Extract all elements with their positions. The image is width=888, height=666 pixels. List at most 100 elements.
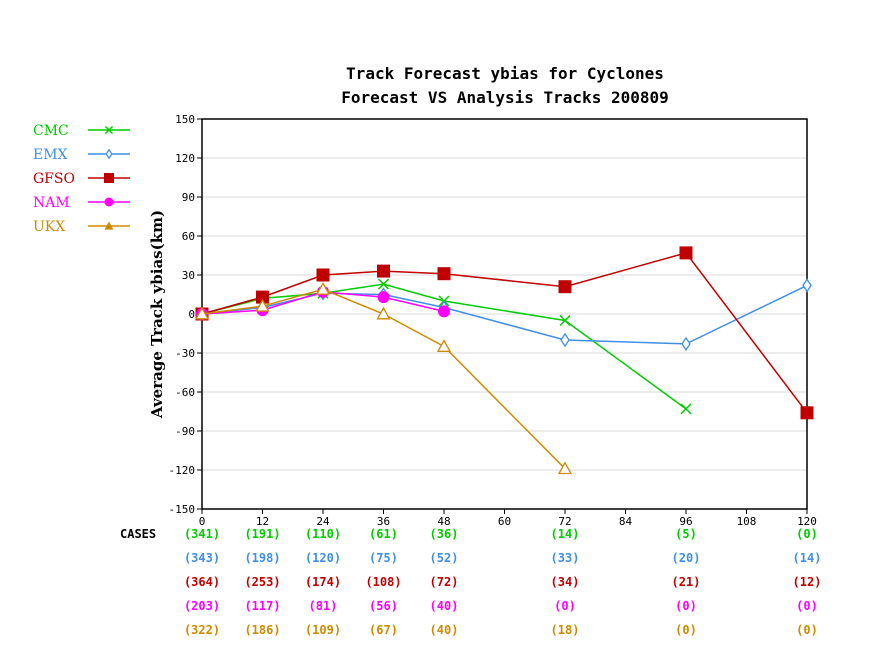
cases-table: (341) (191) (110) (61) (36) (14) (5) (0) (343) (1… — [184, 527, 822, 637]
y-tick-label: -30 — [175, 347, 195, 360]
y-tick-label: -90 — [175, 425, 195, 438]
data-point-gfso — [800, 406, 814, 420]
case-count-nam: (40) — [430, 599, 459, 613]
marker-stroke — [680, 403, 692, 415]
x-tick-label: 120 — [797, 515, 817, 528]
legend-marker-nam — [104, 197, 114, 207]
data-point-ukx — [315, 281, 331, 295]
case-count-cmc: (0) — [796, 527, 818, 541]
marker-stroke — [559, 314, 571, 327]
case-count-emx: (20) — [672, 551, 701, 565]
legend-marker-emx — [105, 148, 113, 160]
case-count-cmc: (5) — [675, 527, 697, 541]
case-count-ukx: (186) — [244, 623, 280, 637]
case-count-nam: (0) — [554, 599, 576, 613]
x-tick-label: 0 — [199, 515, 206, 528]
y-tick-label: 30 — [182, 269, 195, 282]
y-tick-label: 120 — [175, 152, 195, 165]
data-point-cmc — [377, 278, 390, 290]
case-count-emx: (52) — [430, 551, 459, 565]
cases-label: CASES — [120, 527, 156, 541]
data-point-gfso — [437, 267, 451, 281]
data-point-ukx — [194, 306, 210, 320]
case-count-ukx: (0) — [675, 623, 697, 637]
x-tick-label: 12 — [256, 515, 269, 528]
case-count-ukx: (18) — [551, 623, 580, 637]
case-count-gfso: (21) — [672, 575, 701, 589]
legend-label-gfso: GFSO — [33, 171, 75, 187]
series-line-ukx — [201, 288, 566, 470]
chart-title: Track Forecast ybias for Cyclones — [346, 64, 664, 83]
data-point-emx — [560, 332, 570, 348]
x-tick-label: 60 — [498, 515, 511, 528]
case-count-gfso: (253) — [244, 575, 280, 589]
case-count-cmc: (61) — [369, 527, 398, 541]
y-tick-label: 150 — [175, 113, 195, 126]
y-tick-label: 60 — [182, 230, 195, 243]
data-point-ukx — [255, 298, 270, 312]
case-count-emx: (14) — [793, 551, 822, 565]
x-tick-label: 48 — [437, 515, 450, 528]
x-tick-label: 36 — [377, 515, 390, 528]
data-point-nam — [377, 291, 390, 304]
data-point-gfso — [256, 290, 269, 304]
data-point-emx — [681, 336, 691, 352]
data-point-cmc — [559, 314, 571, 327]
case-count-cmc: (191) — [244, 527, 280, 541]
case-count-cmc: (14) — [551, 527, 580, 541]
case-count-emx: (33) — [551, 551, 580, 565]
case-count-ukx: (322) — [184, 623, 220, 637]
y-axis-label: Average Track ybias(km) — [148, 210, 166, 419]
case-count-nam: (56) — [369, 599, 398, 613]
data-point-gfso — [679, 246, 693, 260]
data-point-nam — [438, 305, 450, 318]
case-count-nam: (0) — [675, 599, 697, 613]
x-tick-label: 72 — [558, 515, 571, 528]
data-point-gfso — [316, 268, 330, 282]
case-count-gfso: (364) — [184, 575, 220, 589]
y-tick-label: 0 — [188, 308, 195, 321]
grid — [202, 157, 807, 471]
case-count-ukx: (67) — [369, 623, 398, 637]
case-count-gfso: (12) — [793, 575, 822, 589]
series-line-emx — [201, 284, 808, 345]
case-count-cmc: (36) — [430, 527, 459, 541]
case-count-gfso: (108) — [365, 575, 401, 589]
legend-marker-cmc — [104, 125, 114, 135]
case-count-gfso: (34) — [551, 575, 580, 589]
case-count-nam: (0) — [796, 599, 818, 613]
data-point-cmc — [680, 403, 692, 415]
x-tick-label: 108 — [737, 515, 757, 528]
case-count-nam: (117) — [244, 599, 280, 613]
case-count-ukx: (0) — [796, 623, 818, 637]
case-count-gfso: (174) — [305, 575, 341, 589]
y-tick-label: -60 — [175, 386, 195, 399]
legend-label-nam: NAM — [33, 195, 70, 211]
case-count-nam: (203) — [184, 599, 220, 613]
data-point-ukx — [376, 306, 391, 320]
y-tick-label: -150 — [169, 503, 196, 516]
case-count-cmc: (341) — [184, 527, 220, 541]
case-count-emx: (75) — [369, 551, 398, 565]
chart-subtitle: Forecast VS Analysis Tracks 200809 — [341, 88, 669, 107]
y-tick-label: 90 — [182, 191, 195, 204]
case-count-ukx: (109) — [305, 623, 341, 637]
series-group — [194, 246, 814, 475]
x-tick-label: 96 — [679, 515, 692, 528]
case-count-emx: (198) — [244, 551, 280, 565]
legend-marker-ukx — [104, 221, 114, 230]
case-count-emx: (120) — [305, 551, 341, 565]
data-point-gfso — [558, 280, 572, 294]
series-line-gfso — [201, 252, 808, 414]
legend-label-ukx: UKX — [33, 219, 65, 235]
data-point-ukx — [557, 461, 573, 475]
marker-stroke — [377, 278, 390, 290]
case-count-cmc: (110) — [305, 527, 341, 541]
legend-label-emx: EMX — [33, 147, 68, 163]
data-point-gfso — [377, 264, 390, 278]
legend-label-cmc: CMC — [33, 123, 69, 139]
y-tick-label: -120 — [169, 464, 196, 477]
data-point-emx — [802, 278, 812, 293]
case-count-emx: (343) — [184, 551, 220, 565]
